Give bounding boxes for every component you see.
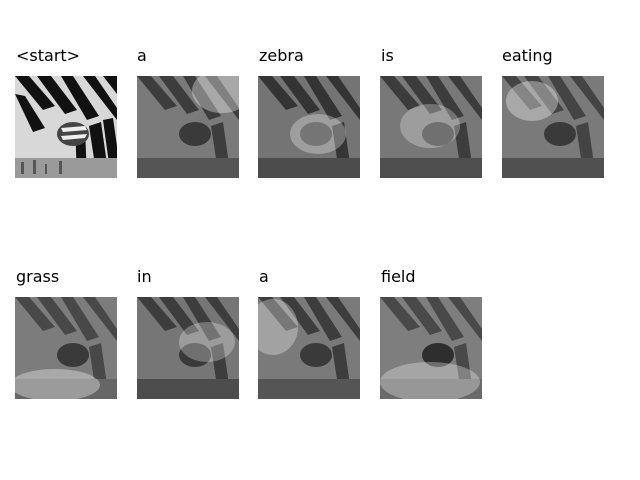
token-label-eating: eating — [502, 46, 553, 65]
token-label-is: is — [381, 46, 394, 65]
token-label-field: field — [381, 267, 416, 286]
attention-map-a-2 — [258, 297, 360, 399]
attention-svg — [15, 297, 117, 399]
attention-svg — [380, 76, 482, 178]
attention-map-field — [380, 297, 482, 399]
original-zebra-image — [15, 76, 117, 178]
attention-map-grass — [15, 297, 117, 399]
token-label-grass: grass — [16, 267, 60, 286]
token-label-zebra: zebra — [259, 46, 304, 65]
attention-map-a — [137, 76, 239, 178]
attention-svg — [380, 297, 482, 399]
attention-map-eating — [502, 76, 604, 178]
attention-svg — [258, 76, 360, 178]
attention-map-is — [380, 76, 482, 178]
attention-svg — [137, 76, 239, 178]
attention-svg — [137, 297, 239, 399]
token-label-a: a — [137, 46, 147, 65]
token-label-in: in — [137, 267, 152, 286]
attention-map-zebra — [258, 76, 360, 178]
token-label-a-2: a — [259, 267, 269, 286]
attention-map-in — [137, 297, 239, 399]
zebra-image-svg — [15, 76, 117, 178]
attention-svg — [258, 297, 360, 399]
attention-svg — [502, 76, 604, 178]
token-label-start: <start> — [16, 46, 81, 65]
